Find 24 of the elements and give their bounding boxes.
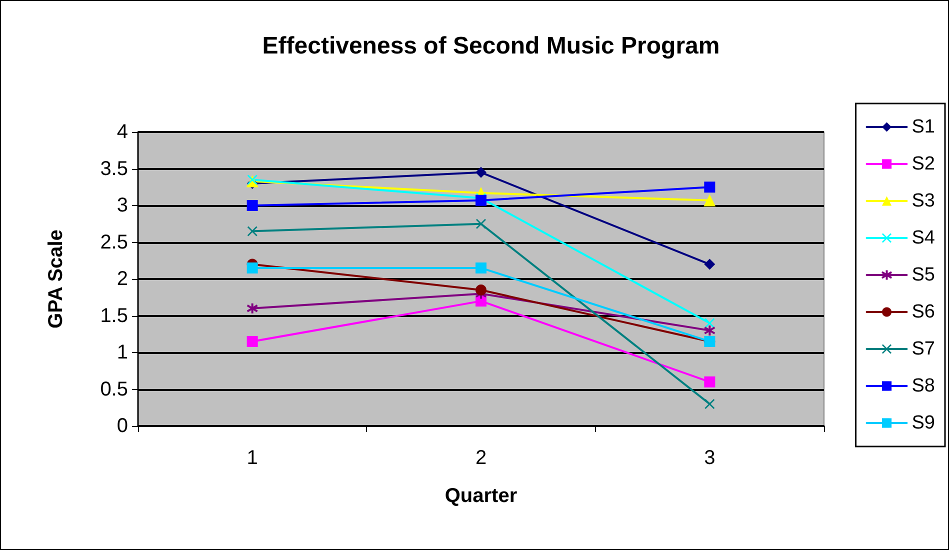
y-tick-label: 3 bbox=[116, 194, 128, 216]
x-axis-title: Quarter bbox=[444, 485, 518, 507]
legend-label: S2 bbox=[912, 154, 936, 174]
legend-label: S7 bbox=[912, 338, 936, 360]
y-tick-label: 1.5 bbox=[100, 304, 128, 327]
legend-label: S1 bbox=[912, 116, 936, 138]
y-tick-label: 3.5 bbox=[100, 158, 128, 180]
x-tick-label: 2 bbox=[475, 447, 487, 469]
legend-label: S9 bbox=[912, 412, 936, 434]
y-axis-title: GPA Scale bbox=[45, 230, 67, 328]
legend-label: S5 bbox=[912, 264, 936, 286]
y-tick-label: 4 bbox=[116, 121, 128, 143]
legend-label: S3 bbox=[912, 190, 936, 212]
legend-label: S8 bbox=[912, 376, 936, 396]
y-tick-label: 2 bbox=[116, 268, 128, 290]
legend-label: S6 bbox=[912, 302, 936, 322]
y-tick-label: 0.5 bbox=[100, 378, 128, 400]
x-tick-label: 1 bbox=[246, 447, 258, 469]
x-tick-label: 3 bbox=[704, 447, 716, 469]
y-tick-label: 2.5 bbox=[100, 231, 128, 254]
legend-label: S4 bbox=[912, 228, 936, 248]
y-tick-label: 0 bbox=[116, 415, 128, 437]
chart-title: Effectiveness of Second Music Program bbox=[262, 32, 720, 60]
y-tick-label: 1 bbox=[116, 342, 128, 364]
